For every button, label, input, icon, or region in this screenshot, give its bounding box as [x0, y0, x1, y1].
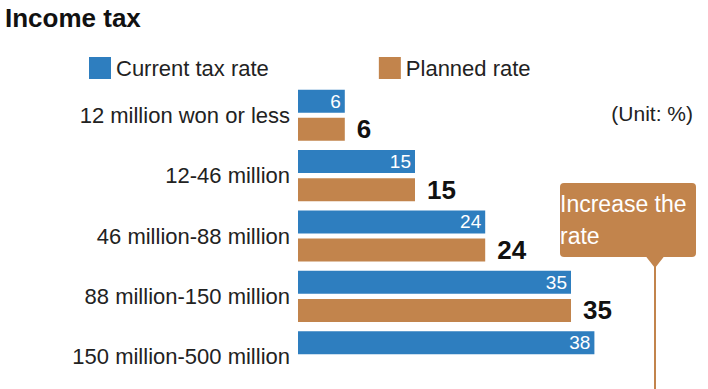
svg-text:15: 15	[390, 151, 411, 172]
svg-text:6: 6	[330, 91, 341, 112]
svg-text:15: 15	[427, 175, 456, 205]
svg-text:46 million-88 million: 46 million-88 million	[97, 224, 290, 249]
svg-text:12-46 million: 12-46 million	[165, 163, 290, 188]
svg-text:35: 35	[546, 272, 567, 293]
svg-text:rate: rate	[560, 223, 600, 249]
svg-text:Current tax rate: Current tax rate	[116, 56, 269, 81]
svg-text:24: 24	[460, 211, 482, 232]
svg-text:38: 38	[569, 332, 590, 353]
svg-text:6: 6	[357, 114, 371, 144]
svg-text:(Unit: %): (Unit: %)	[611, 102, 693, 125]
svg-text:Planned rate: Planned rate	[406, 56, 531, 81]
svg-text:88 million-150 million: 88 million-150 million	[85, 284, 290, 309]
svg-text:12 million won or less: 12 million won or less	[80, 103, 290, 128]
svg-text:150 million-500 million: 150 million-500 million	[72, 344, 290, 369]
svg-text:35: 35	[583, 295, 612, 325]
svg-text:Increase the: Increase the	[560, 191, 693, 217]
svg-text:Income tax: Income tax	[5, 3, 141, 33]
svg-text:24: 24	[497, 235, 526, 265]
